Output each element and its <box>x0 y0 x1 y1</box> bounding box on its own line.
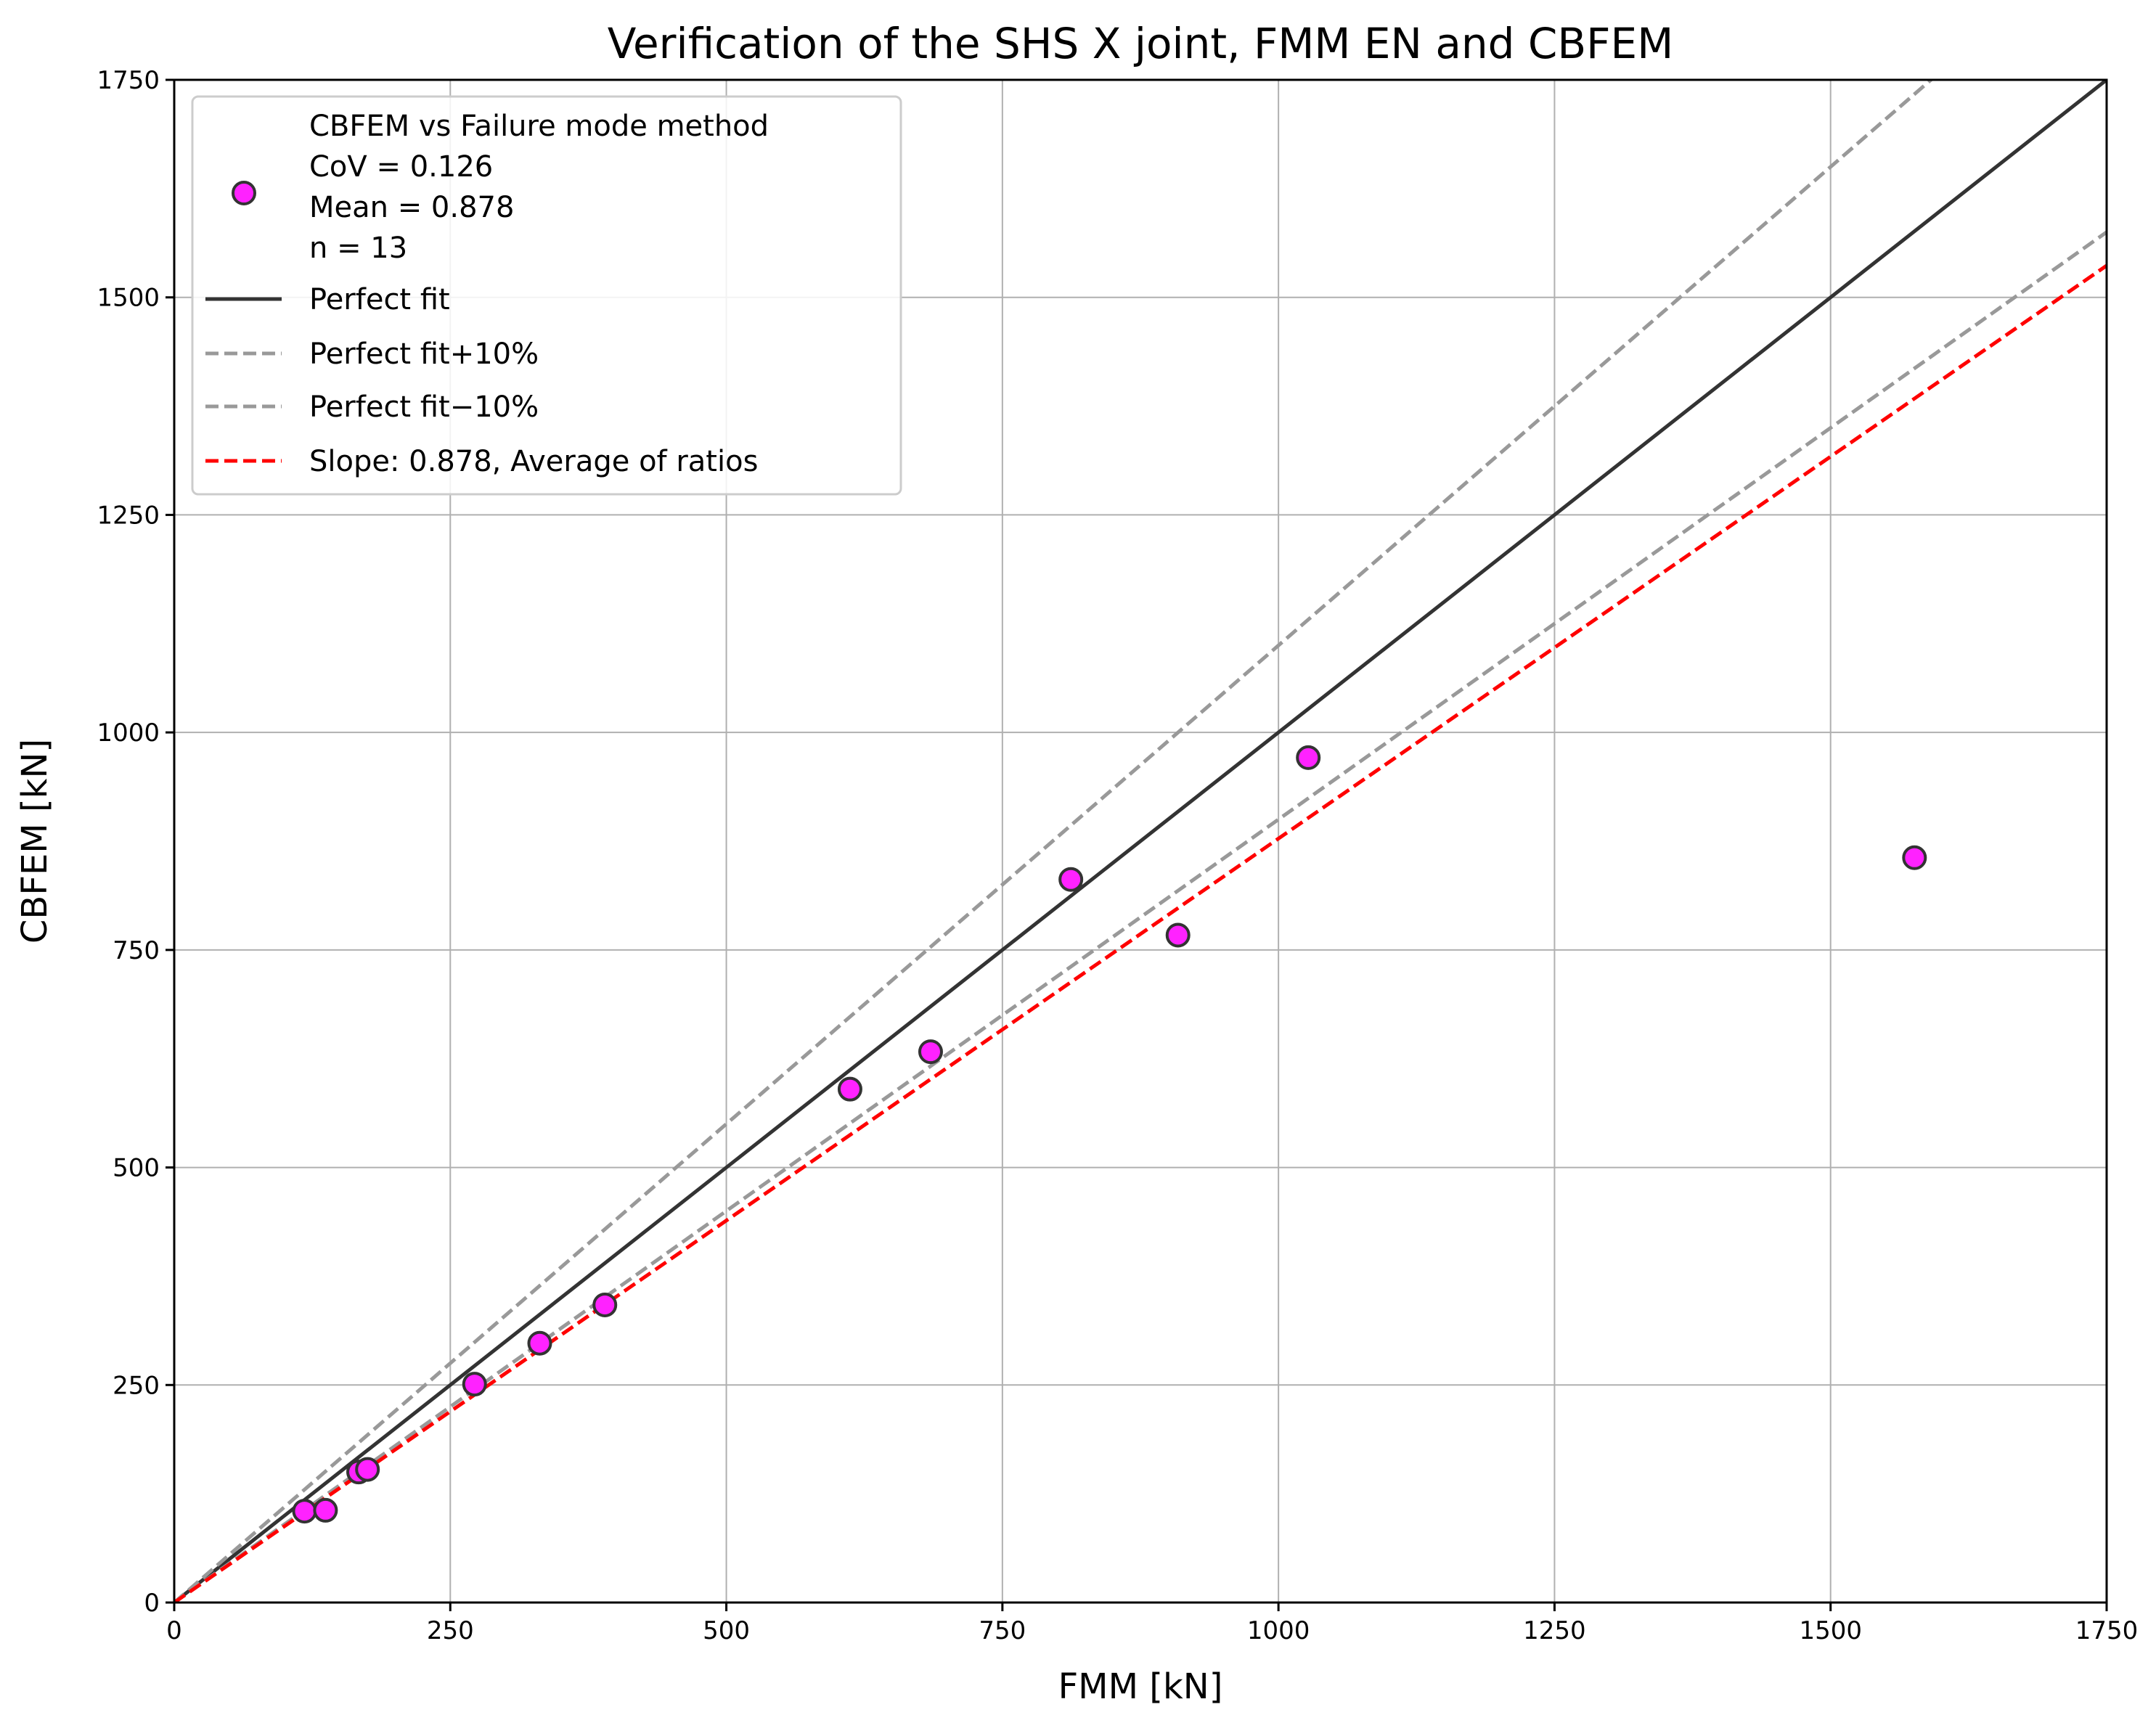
plot-frame <box>173 78 2108 1604</box>
legend-label-scatter: CBFEM vs Failure mode method <box>309 110 769 143</box>
scatter-point <box>1902 845 1927 870</box>
y-tick-label: 750 <box>113 936 160 965</box>
chart-title: Verification of the SHS X joint, FMM EN … <box>608 19 1673 68</box>
legend-label-slope: Slope: 0.878, Average of ratios <box>309 445 758 478</box>
legend-label-plus10: Perfect fit+10% <box>309 337 539 371</box>
line-perfect-fit-10 <box>174 230 2107 1603</box>
y-axis-label: CBFEM [kN] <box>15 739 55 944</box>
x-axis-ticks: 0 250 500 750 1000 1250 1500 1750 <box>166 1603 2138 1645</box>
y-tick-label: 1000 <box>97 719 160 748</box>
x-axis-label: FMM [kN] <box>1058 1666 1223 1707</box>
legend-label-minus10: Perfect fit−10% <box>309 390 539 424</box>
y-tick-label: 1500 <box>97 284 160 313</box>
scatter-point <box>355 1457 380 1482</box>
scatter-point <box>1296 745 1321 770</box>
scatter-point <box>1165 922 1191 948</box>
line-perfect-fit <box>174 80 2107 1603</box>
scatter-point <box>527 1330 552 1356</box>
x-tick-label: 1000 <box>1247 1616 1310 1645</box>
legend-stat-n: n = 13 <box>309 232 407 265</box>
scatter-point <box>1058 867 1084 892</box>
x-tick-label: 750 <box>979 1616 1026 1645</box>
legend: CBFEM vs Failure mode method CoV = 0.126… <box>191 95 902 496</box>
x-tick-label: 1500 <box>1799 1616 1862 1645</box>
y-axis-ticks: 0 250 500 750 1000 1250 1500 1750 <box>97 66 174 1618</box>
legend-stat-mean: Mean = 0.878 <box>309 191 514 224</box>
x-tick-label: 1750 <box>2075 1616 2139 1645</box>
x-tick-label: 0 <box>166 1616 182 1645</box>
y-tick-label: 0 <box>144 1589 160 1618</box>
legend-stat-cov: CoV = 0.126 <box>309 150 493 184</box>
scatter-point <box>837 1076 862 1102</box>
scatter-point <box>918 1039 943 1065</box>
scatter-point <box>592 1292 618 1317</box>
scatter-series <box>292 745 1927 1524</box>
scatter-point <box>462 1372 487 1397</box>
x-tick-label: 1250 <box>1523 1616 1586 1645</box>
y-tick-label: 1750 <box>97 66 160 95</box>
line-slope-0-878-average-of-ratios <box>174 263 2107 1603</box>
line-perfect-fit-10 <box>174 80 1934 1603</box>
legend-marker-scatter <box>232 181 256 205</box>
y-tick-label: 1250 <box>97 501 160 530</box>
scatter-point <box>292 1499 317 1524</box>
y-tick-label: 250 <box>113 1371 160 1400</box>
legend-label-perfect-fit: Perfect fit <box>309 283 450 316</box>
x-tick-label: 250 <box>427 1616 474 1645</box>
scatter-point <box>313 1497 338 1523</box>
reference-lines <box>174 80 2107 1603</box>
legend-box <box>191 95 902 496</box>
y-tick-label: 500 <box>113 1154 160 1183</box>
x-tick-label: 500 <box>703 1616 750 1645</box>
